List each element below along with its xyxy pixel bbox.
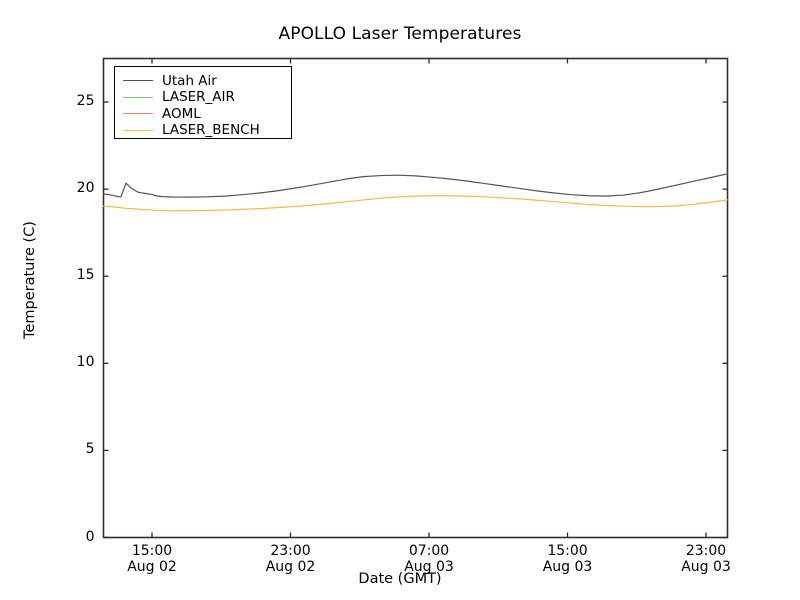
x-tick-date: Aug 03 <box>542 558 593 575</box>
x-tick-date: Aug 03 <box>404 558 454 575</box>
y-tick-label: 5 <box>85 441 95 458</box>
legend-line-swatch <box>123 129 153 131</box>
plot-border <box>102 57 729 539</box>
x-tick-label: 23:00 Aug 02 <box>246 543 336 575</box>
y-tick-label: 20 <box>76 180 95 197</box>
x-tick-date: Aug 02 <box>265 558 316 575</box>
legend-line-swatch <box>123 80 153 81</box>
legend-label: Utah Air <box>162 72 217 89</box>
legend-line-swatch <box>123 96 153 98</box>
chart-title: APOLLO Laser Temperatures <box>278 24 522 44</box>
legend-label: AOML <box>162 105 201 122</box>
legend: Utah Air LASER_AIR AOML LASER_BENCH <box>114 66 292 139</box>
x-tick-label: 23:00 Aug 03 <box>661 543 751 575</box>
legend-item-laser-air[interactable]: LASER_AIR <box>115 89 235 106</box>
tick-marks <box>103 58 728 539</box>
x-tick-label: 15:00 Aug 02 <box>107 543 197 575</box>
x-tick-time: 07:00 <box>408 542 450 559</box>
series-line <box>102 195 729 212</box>
x-tick-date: Aug 03 <box>681 558 731 575</box>
series-line <box>102 173 729 198</box>
x-tick-time: 23:00 <box>270 542 311 559</box>
y-tick-label: 0 <box>85 528 95 545</box>
x-tick-label: 07:00 Aug 03 <box>384 543 474 575</box>
y-tick-label: 25 <box>76 93 95 110</box>
x-tick-time: 23:00 <box>685 542 727 559</box>
legend-item-laser-bench[interactable]: LASER_BENCH <box>115 122 260 139</box>
legend-item-utah-air[interactable]: Utah Air <box>115 72 217 89</box>
series-lines <box>102 173 729 212</box>
y-tick-label: 10 <box>76 354 95 371</box>
legend-line-swatch <box>123 113 153 114</box>
y-axis-label: Temperature (C) <box>22 221 38 339</box>
x-tick-time: 15:00 <box>547 542 588 559</box>
axes-frame <box>102 57 729 539</box>
y-tick-label: 15 <box>76 267 95 284</box>
x-tick-time: 15:00 <box>131 542 173 559</box>
legend-label: LASER_AIR <box>162 89 235 105</box>
legend-label: LASER_BENCH <box>162 122 260 138</box>
x-tick-date: Aug 02 <box>127 558 177 575</box>
x-axis-label: Date (GMT) <box>358 571 442 587</box>
legend-item-aoml[interactable]: AOML <box>115 105 201 122</box>
x-tick-label: 15:00 Aug 03 <box>523 543 613 575</box>
